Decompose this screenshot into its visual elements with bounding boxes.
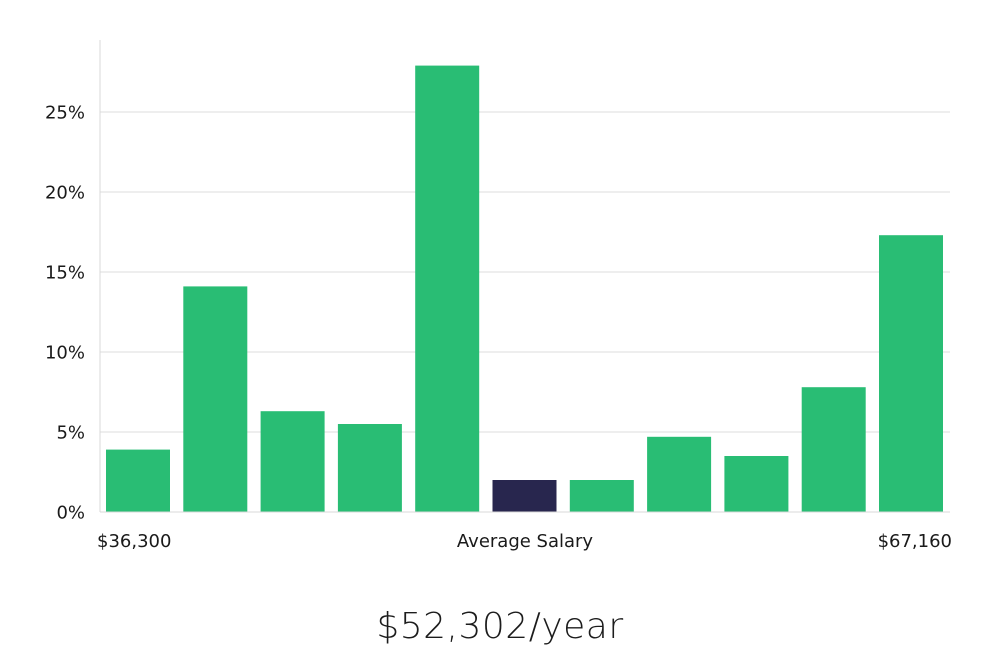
bar-layer <box>106 65 943 512</box>
x-label-max-salary: $67,160 <box>878 531 952 552</box>
salary-histogram-svg: 0% 5% 10% 15% 20% 25% $36,300 Average Salary … <box>45 40 952 552</box>
y-tick-label-0: 0% <box>56 503 85 524</box>
bar-1 <box>106 449 170 512</box>
y-tick-label-5: 5% <box>56 423 85 444</box>
x-label-min-salary: $36,300 <box>97 531 171 552</box>
bar-7 <box>569 480 634 512</box>
bar-2 <box>183 286 248 512</box>
bar-11 <box>879 235 943 512</box>
bar-8 <box>647 436 712 512</box>
bar-4 <box>337 424 402 512</box>
average-salary-value: $52,302/year <box>376 606 624 647</box>
y-tick-label-25: 25% <box>45 103 85 124</box>
bar-9 <box>724 456 789 512</box>
bar-10 <box>801 387 866 512</box>
x-label-average-salary: Average Salary <box>457 531 594 552</box>
y-axis-ticks: 0% 5% 10% 15% 20% 25% <box>45 103 85 524</box>
bar-5 <box>415 65 480 512</box>
y-tick-label-15: 15% <box>45 263 85 284</box>
bar-average-salary <box>492 480 557 512</box>
bar-3 <box>260 411 325 512</box>
y-tick-label-20: 20% <box>45 183 85 204</box>
y-tick-label-10: 10% <box>45 343 85 364</box>
x-axis-labels: $36,300 Average Salary $67,160 <box>97 531 952 552</box>
axes <box>99 40 950 513</box>
